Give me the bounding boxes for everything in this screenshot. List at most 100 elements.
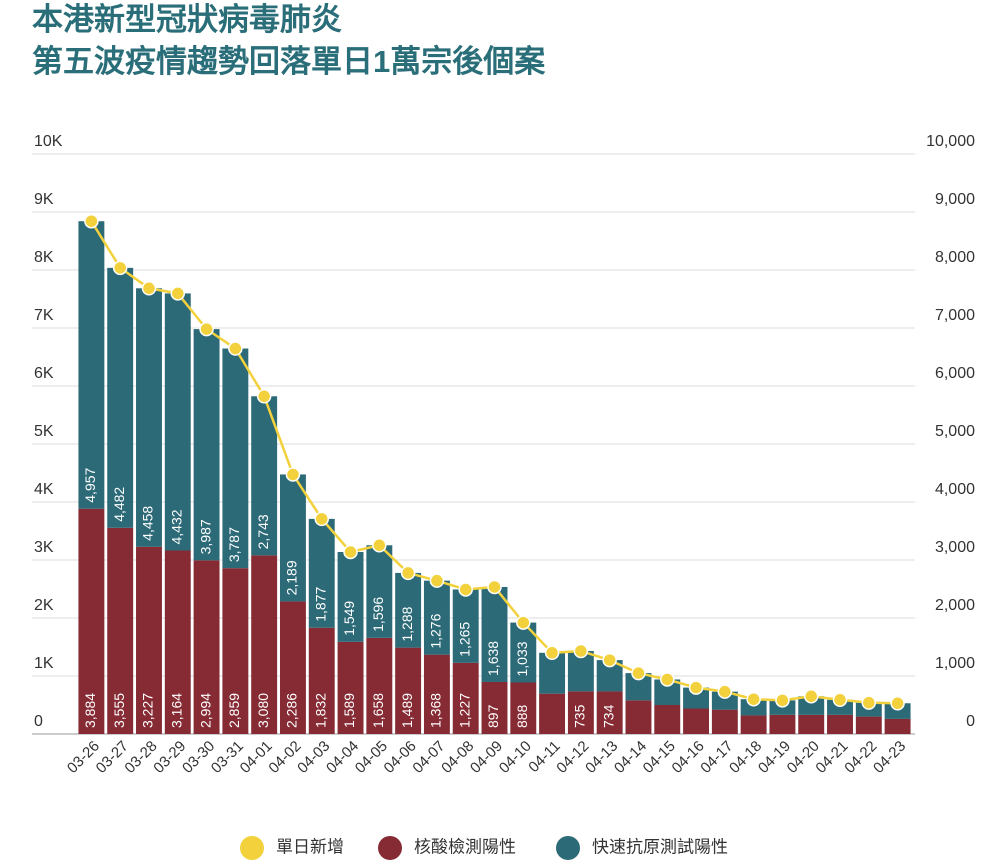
- bar-segment: [164, 550, 191, 734]
- bar-segment: [136, 288, 162, 547]
- bar-segment: [452, 662, 479, 734]
- line-marker: [688, 680, 704, 695]
- bar-segment: [193, 560, 220, 734]
- data-label: 1,227: [456, 693, 472, 728]
- x-tick-label: 04-04: [323, 738, 362, 777]
- chart-title: 本港新型冠狀病毒肺炎: [32, 2, 342, 37]
- data-label: 3,987: [197, 519, 213, 554]
- y-tick-label: 10K: [34, 133, 63, 150]
- bar-segment: [625, 700, 652, 734]
- data-label: 3,884: [82, 693, 98, 728]
- x-tick-label: 03-28: [121, 738, 160, 777]
- data-label: 1,489: [399, 693, 415, 728]
- legend-label: 單日新增: [276, 837, 344, 856]
- bar-segment: [855, 716, 882, 734]
- line-marker: [544, 645, 560, 661]
- bar-segment: [78, 221, 105, 509]
- bar-segment: [827, 714, 853, 734]
- data-label: 3,164: [168, 693, 184, 728]
- data-label: 1,832: [312, 693, 328, 728]
- line-marker: [717, 684, 733, 699]
- line-marker: [746, 691, 761, 707]
- bar-segment: [740, 699, 767, 716]
- bar-segment: [798, 696, 825, 715]
- bar-segment: [308, 627, 335, 734]
- line-marker: [660, 672, 675, 687]
- x-tick-label: 04-21: [812, 738, 851, 777]
- bar-segment: [798, 714, 825, 734]
- data-label: 1,638: [485, 641, 501, 676]
- y2-tick-label: 2,000: [935, 597, 975, 614]
- bar-segment: [711, 691, 738, 710]
- line-marker: [861, 695, 877, 710]
- y2-tick-label: 9,000: [935, 191, 975, 208]
- bar-segment: [136, 546, 162, 734]
- line-marker: [314, 511, 329, 527]
- line-marker: [516, 615, 531, 630]
- bar-segment: [884, 703, 911, 719]
- bar-segment: [193, 329, 220, 561]
- data-label: 1,877: [312, 586, 328, 621]
- y-tick-label: 4K: [34, 481, 54, 498]
- x-tick-label: 04-07: [409, 738, 448, 777]
- bar-segment: [395, 572, 422, 648]
- bar-segment: [510, 682, 537, 734]
- data-label: 1,658: [370, 693, 386, 728]
- y2-tick-label: 5,000: [935, 423, 975, 440]
- bar-segment: [366, 545, 393, 638]
- bar-segment: [452, 589, 479, 663]
- x-tick-label: 04-14: [611, 738, 650, 777]
- bar-segment: [366, 637, 393, 734]
- bar-segment: [279, 601, 306, 734]
- x-tick-label: 04-12: [553, 738, 592, 777]
- bar-segment: [654, 705, 681, 734]
- y2-tick-label: 10,000: [926, 133, 975, 150]
- bar-segment: [567, 691, 594, 734]
- bar-segment: [423, 654, 450, 734]
- bar-segment: [279, 474, 306, 602]
- line-marker: [84, 213, 99, 229]
- y2-tick-label: 6,000: [935, 365, 975, 382]
- data-label: 1,549: [341, 601, 357, 636]
- data-label: 735: [572, 704, 588, 728]
- line-marker: [256, 389, 272, 404]
- bar-segment: [683, 708, 710, 734]
- y-tick-label: 3K: [34, 539, 54, 556]
- line-marker: [112, 260, 128, 276]
- y2-tick-label: 7,000: [935, 307, 975, 324]
- y-tick-label: 6K: [34, 365, 54, 382]
- line-marker: [141, 281, 157, 296]
- line-marker: [343, 544, 358, 560]
- data-label: 1,265: [456, 622, 472, 657]
- line-marker: [573, 643, 589, 659]
- x-tick-label: 03-27: [93, 738, 132, 777]
- data-label: 1,033: [514, 641, 530, 676]
- y2-tick-label: 1,000: [935, 655, 975, 672]
- x-tick-label: 04-16: [669, 738, 708, 777]
- y2-tick-label: 4,000: [935, 481, 975, 498]
- data-label: 1,596: [370, 597, 386, 632]
- y2-tick-label: 8,000: [935, 249, 975, 266]
- line-marker: [372, 538, 387, 553]
- x-tick-label: 04-02: [265, 738, 304, 777]
- y-tick-label: 0: [34, 713, 43, 730]
- legend-label: 核酸檢測陽性: [414, 837, 516, 856]
- y2-tick-label: 0: [966, 713, 975, 730]
- legend-marker: [240, 836, 264, 860]
- x-tick-label: 04-08: [438, 738, 477, 777]
- data-label: 2,743: [255, 514, 271, 549]
- bar-segment: [337, 641, 364, 734]
- line-marker: [803, 689, 819, 704]
- x-tick-label: 03-29: [150, 738, 189, 777]
- data-label: 4,957: [82, 467, 98, 502]
- y2-tick-label: 3,000: [935, 539, 975, 556]
- x-tick-label: 03-31: [208, 738, 247, 777]
- line-marker: [631, 665, 646, 681]
- data-label: 2,189: [284, 560, 300, 595]
- data-label: 2,859: [226, 693, 242, 728]
- x-tick-label: 04-06: [381, 738, 420, 777]
- y-tick-label: 5K: [34, 423, 54, 440]
- y-tick-label: 1K: [34, 655, 54, 672]
- bar-segment: [78, 508, 105, 734]
- bar-segment: [740, 715, 767, 734]
